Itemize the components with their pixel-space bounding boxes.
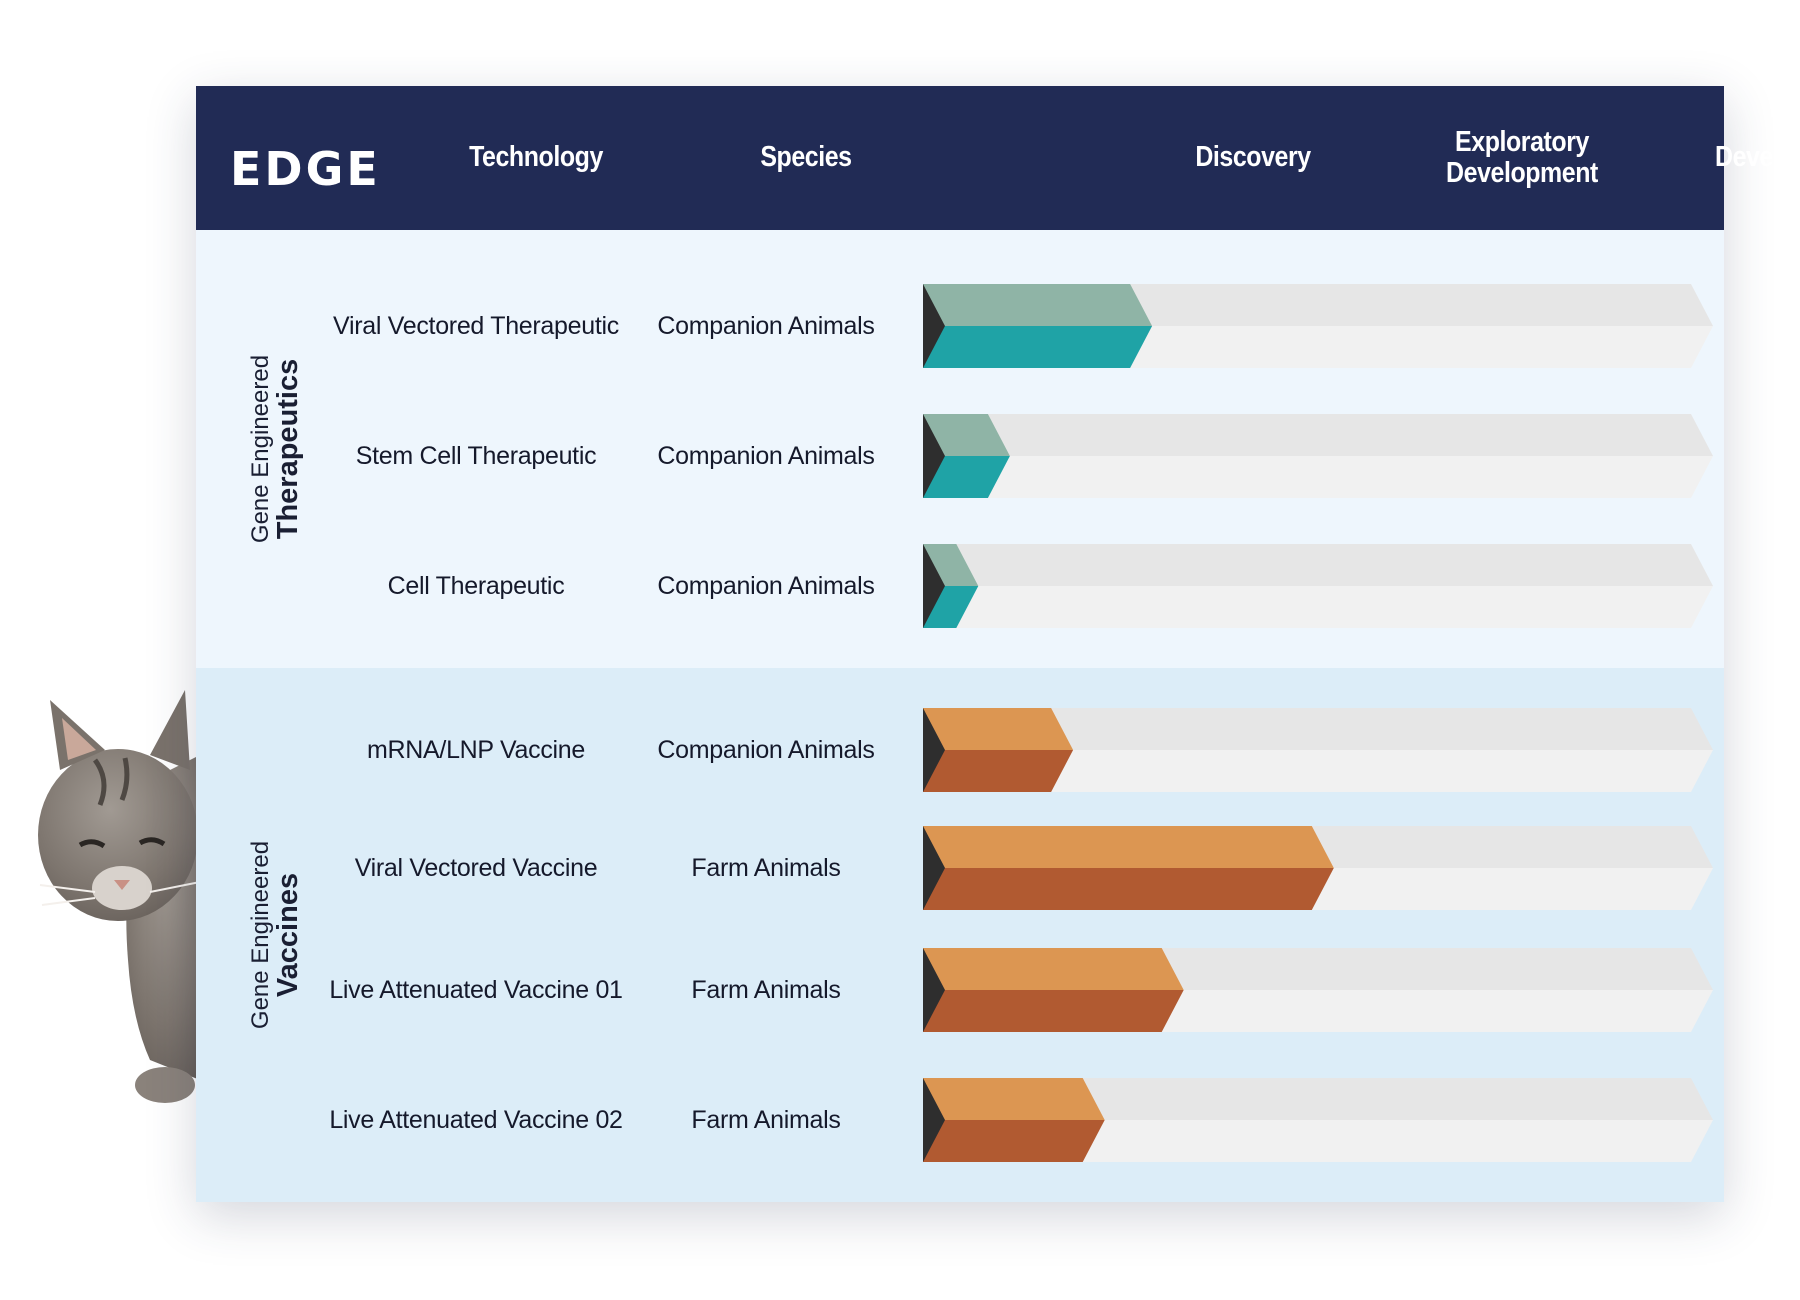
pipeline-card: EDGE Technology Species Discovery Explor… [196,86,1800,1202]
progress-fill-bottom [923,868,1334,910]
progress-fill-top [923,414,1010,456]
bar-start-cap [923,948,945,1032]
row-species: Companion Animals [657,441,875,470]
row-species: Farm Animals [691,853,841,882]
progress-fill-bottom [923,1120,1105,1162]
row-technology: Viral Vectored Vaccine [354,853,598,882]
track-top [923,544,1713,586]
track-top [923,708,1713,750]
header-exploratory-line2: Development [1446,157,1598,189]
track-bottom [923,1120,1713,1162]
bar-start-cap [923,544,945,628]
progress-fill-top [923,1078,1105,1120]
progress-fill-bottom [923,456,1010,498]
progress-fill-top [923,948,1184,990]
progress-fill-bottom [923,750,1074,792]
row-species: Farm Animals [691,975,841,1004]
row-species: Farm Animals [691,1105,841,1134]
row-technology: Viral Vectored Therapeutic [333,311,619,340]
header-development: Development [1715,141,1800,174]
track-bottom [923,750,1713,792]
edge-logo: EDGE [230,142,381,196]
bar-start-cap [923,284,945,368]
track-bottom [923,456,1713,498]
bar-start-cap [923,826,945,910]
row-technology: Live Attenuated Vaccine 01 [329,975,623,1004]
cat-illustration [38,690,210,1103]
header-discovery: Discovery [1195,141,1311,174]
row-species: Companion Animals [657,311,875,340]
row-technology: mRNA/LNP Vaccine [367,735,585,764]
header-technology: Technology [469,141,603,174]
progress-fill-bottom [923,326,1153,368]
row-technology: Stem Cell Therapeutic [355,441,597,470]
track-top [923,414,1713,456]
row-species: Companion Animals [657,735,875,764]
progress-bars [923,284,1713,1162]
row-technology: Cell Therapeutic [387,571,565,600]
track-bottom [923,586,1713,628]
header-exploratory-line1: Exploratory [1455,125,1589,158]
bar-start-cap [923,414,945,498]
track-top [923,1078,1713,1120]
table-header: EDGE Technology Species Discovery Explor… [196,86,1800,230]
bar-start-cap [923,1078,945,1162]
row-species: Companion Animals [657,571,875,600]
row-technology: Live Attenuated Vaccine 02 [329,1105,623,1134]
bar-start-cap [923,708,945,792]
progress-fill-top [923,284,1153,326]
progress-fill-bottom [923,990,1184,1032]
progress-fill-top [923,708,1074,750]
header-species: Species [760,141,852,174]
progress-fill-top [923,826,1334,868]
header-exploratory-development: Exploratory Development [1406,86,1638,230]
